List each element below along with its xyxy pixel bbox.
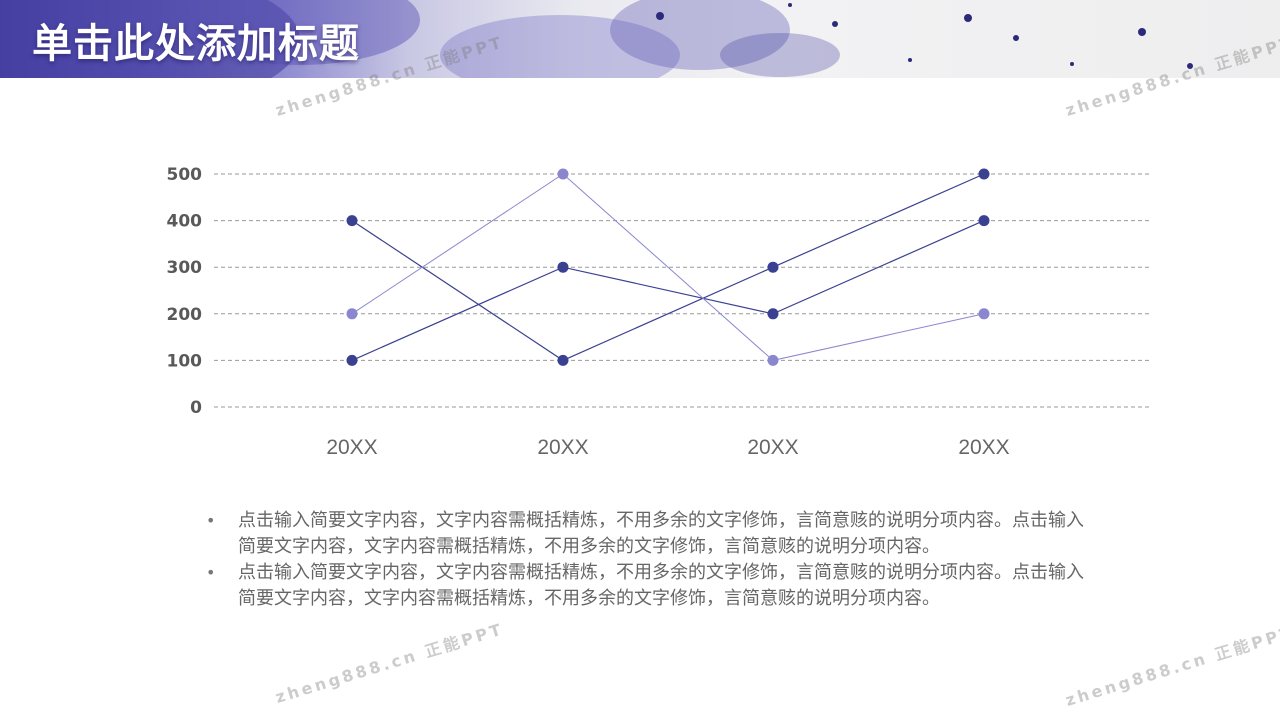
ink-splash-decoration xyxy=(0,0,1193,78)
watermark: zheng888.cn 正能PPT xyxy=(273,619,507,707)
data-point xyxy=(767,354,779,366)
series-line xyxy=(351,220,985,361)
data-point xyxy=(346,215,358,227)
data-point xyxy=(557,261,569,273)
bullet-list: 点击输入简要文字内容，文字内容需概括精炼，不用多余的文字修饰，言简意赅的说明分项… xyxy=(206,508,1086,612)
header-banner: 单击此处添加标题 xyxy=(0,0,1280,78)
y-tick-label: 0 xyxy=(190,398,202,418)
data-point xyxy=(978,308,990,320)
data-point xyxy=(767,261,779,273)
y-tick-label: 500 xyxy=(167,165,203,185)
data-point xyxy=(978,215,990,227)
x-tick-label: 20XX xyxy=(326,436,377,459)
series-line xyxy=(351,173,985,361)
y-tick-label: 200 xyxy=(167,305,203,325)
page-title[interactable]: 单击此处添加标题 xyxy=(32,21,360,67)
y-tick-label: 100 xyxy=(167,351,203,371)
bullet-item[interactable]: 点击输入简要文字内容，文字内容需概括精炼，不用多余的文字修饰，言简意赅的说明分项… xyxy=(206,560,1086,612)
data-point xyxy=(767,308,779,320)
y-tick-label: 400 xyxy=(167,212,203,232)
data-point xyxy=(557,354,569,366)
data-point xyxy=(978,168,990,180)
x-tick-label: 20XX xyxy=(958,436,1009,459)
series-line xyxy=(351,173,985,362)
x-tick-label: 20XX xyxy=(747,436,798,459)
y-tick-label: 300 xyxy=(167,258,203,278)
data-point xyxy=(346,308,358,320)
bullet-item[interactable]: 点击输入简要文字内容，文字内容需概括精炼，不用多余的文字修饰，言简意赅的说明分项… xyxy=(206,508,1086,560)
line-chart: 0 100 200 300 400 500 20XX 20XX 20XX 20XX xyxy=(167,165,1150,459)
watermark: zheng888.cn 正能PPT xyxy=(1063,622,1280,710)
x-tick-label: 20XX xyxy=(537,436,588,459)
data-point xyxy=(346,354,358,366)
data-point xyxy=(557,168,569,180)
